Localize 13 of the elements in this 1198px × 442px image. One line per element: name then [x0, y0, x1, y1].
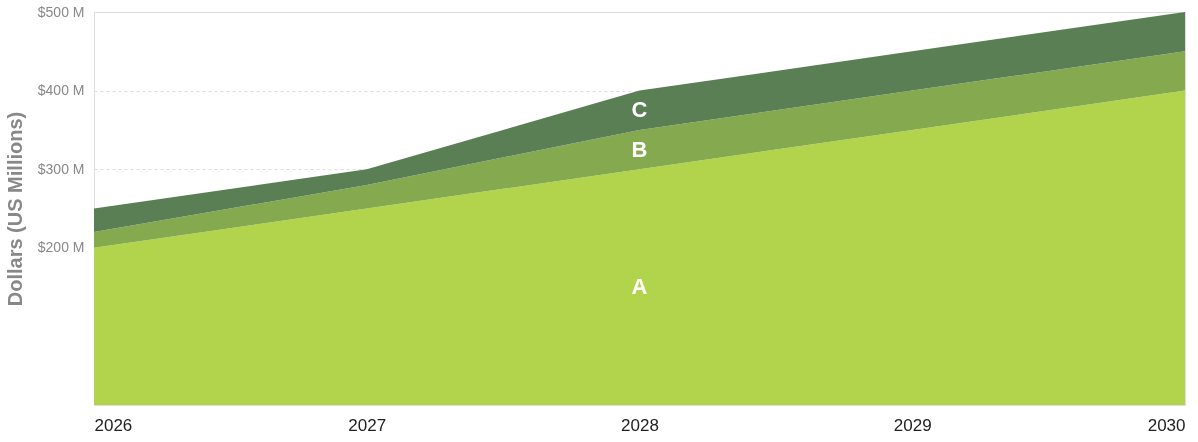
y-tick-label: $500 M: [37, 3, 85, 20]
y-tick-label: $300 M: [37, 160, 85, 177]
x-tick-label: 2026: [94, 415, 133, 435]
series-label: B: [631, 136, 648, 162]
y-axis-title: Dollars (US Millions): [3, 111, 26, 307]
x-tick-label: 2028: [621, 415, 659, 435]
x-tick-label: 2027: [348, 415, 387, 435]
series-label: A: [631, 274, 648, 300]
y-tick-label: $200 M: [37, 239, 85, 256]
x-tick-label: 2029: [893, 415, 932, 435]
x-tick-label: 2030: [1147, 415, 1186, 435]
y-tick-label: $400 M: [37, 82, 85, 99]
series-label: C: [631, 97, 648, 123]
